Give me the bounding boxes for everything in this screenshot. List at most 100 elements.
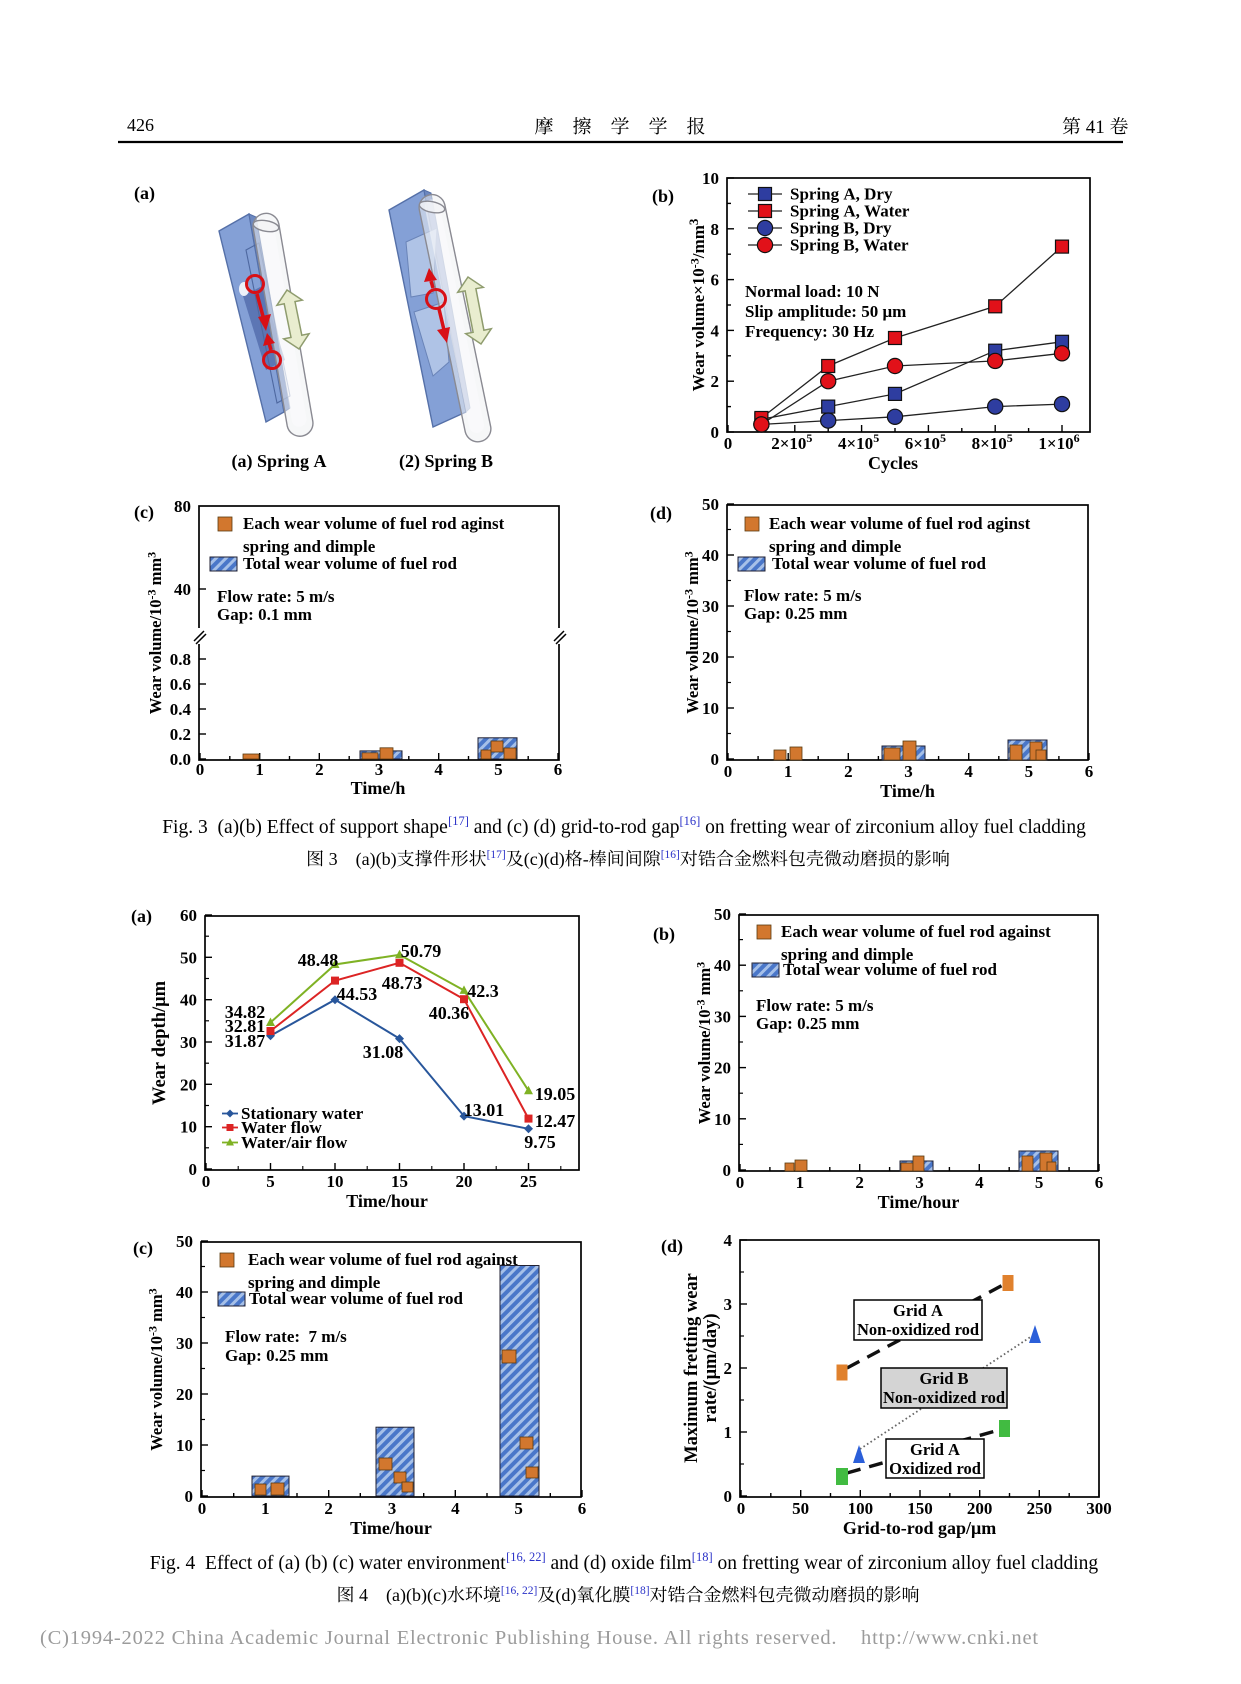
svg-text:Water/air flow: Water/air flow: [241, 1133, 348, 1152]
svg-text:0: 0: [723, 1161, 732, 1180]
svg-text:(d): (d): [555, 1585, 576, 1606]
svg-text:300: 300: [1086, 1499, 1112, 1518]
svg-text:250: 250: [1027, 1499, 1053, 1518]
svg-text:1: 1: [261, 1499, 270, 1518]
svg-text:Gap: 0.25 mm: Gap: 0.25 mm: [744, 604, 847, 623]
svg-text:6: 6: [554, 760, 563, 779]
svg-text:4: 4: [975, 1173, 984, 1192]
svg-text:6: 6: [711, 271, 720, 290]
svg-text:13.01: 13.01: [464, 1100, 505, 1120]
svg-text:10: 10: [180, 1118, 197, 1137]
svg-text:426: 426: [127, 115, 154, 135]
svg-text:30: 30: [702, 597, 719, 616]
svg-text:Fig. 3 (a)(b) Effect of suppo: Fig. 3 (a)(b) Effect of support shape: [162, 817, 448, 838]
svg-text:2: 2: [315, 760, 324, 779]
svg-text:200: 200: [967, 1499, 993, 1518]
svg-text:Spring B, Water: Spring B, Water: [790, 236, 909, 255]
svg-text:Grid A: Grid A: [910, 1440, 960, 1459]
svg-text:Each wear volume of fuel rod a: Each wear volume of fuel rod aginst: [243, 514, 505, 533]
svg-text:Flow rate: 5 m/s: Flow rate: 5 m/s: [217, 587, 335, 606]
svg-text:32.81: 32.81: [225, 1016, 266, 1036]
svg-text:20: 20: [714, 1059, 731, 1078]
svg-text:3: 3: [375, 760, 384, 779]
svg-text:5: 5: [494, 760, 503, 779]
svg-text:1: 1: [255, 760, 264, 779]
svg-text:4 (a)(b)(c): 4 (a)(b)(c): [355, 1585, 447, 1606]
svg-text:4: 4: [451, 1499, 460, 1518]
svg-text:spring and dimple: spring and dimple: [781, 945, 914, 964]
svg-text:Total wear volume of fuel rod: Total wear volume of fuel rod: [772, 554, 986, 573]
svg-text:31.87: 31.87: [225, 1031, 266, 1051]
svg-text:31.08: 31.08: [363, 1042, 404, 1062]
svg-text:(C)1994-2022 China Academic Jo: (C)1994-2022 China Academic Journal Elec…: [40, 1627, 1039, 1649]
svg-text:[16, 22]: [16, 22]: [506, 1550, 546, 1564]
svg-text:[16]: [16]: [661, 849, 680, 861]
svg-text:(a): (a): [131, 906, 152, 927]
svg-text:2: 2: [324, 1499, 333, 1518]
svg-text:6: 6: [1085, 762, 1094, 781]
svg-text:and (c) (d) grid-to-rod gap: and (c) (d) grid-to-rod gap: [469, 817, 680, 838]
svg-text:9.75: 9.75: [524, 1132, 556, 1152]
svg-text:0: 0: [711, 423, 720, 442]
svg-text:4: 4: [434, 760, 443, 779]
svg-text:0.6: 0.6: [170, 675, 191, 694]
svg-text:Total wear volume of fuel rod: Total wear volume of fuel rod: [783, 960, 997, 979]
svg-text:10: 10: [176, 1436, 193, 1455]
svg-text:Gap: 0.25 mm: Gap: 0.25 mm: [756, 1014, 859, 1033]
svg-text:19.05: 19.05: [535, 1084, 576, 1104]
svg-text:(b): (b): [653, 924, 675, 945]
svg-text:6×105: 6×105: [905, 431, 946, 453]
svg-text:on fretting wear of zirconium: on fretting wear of zirconium alloy fuel…: [700, 817, 1086, 838]
svg-text:10: 10: [702, 169, 719, 188]
svg-text:20: 20: [456, 1172, 473, 1191]
svg-text:42.3: 42.3: [467, 981, 499, 1001]
svg-text:Time/hour: Time/hour: [350, 1518, 432, 1538]
svg-text:80: 80: [174, 497, 191, 516]
svg-text:and (d) oxide film: and (d) oxide film: [546, 1553, 692, 1574]
svg-text:0: 0: [724, 762, 733, 781]
svg-text:10: 10: [327, 1172, 344, 1191]
svg-text:[17]: [17]: [448, 814, 469, 828]
svg-text:50: 50: [176, 1232, 193, 1251]
svg-text:40: 40: [176, 1283, 193, 1302]
svg-text:Non-oxidized rod: Non-oxidized rod: [883, 1388, 1005, 1407]
svg-text:1: 1: [784, 762, 793, 781]
svg-text:4×105: 4×105: [838, 431, 879, 453]
svg-text:Non-oxidized rod: Non-oxidized rod: [857, 1320, 979, 1339]
svg-text:5: 5: [266, 1172, 275, 1191]
svg-text:Time/hour: Time/hour: [878, 1192, 960, 1212]
svg-text:4: 4: [711, 321, 720, 340]
svg-text:Time/h: Time/h: [880, 781, 935, 801]
svg-text:Total wear volume of fuel rod: Total wear volume of fuel rod: [243, 554, 457, 573]
svg-text:0: 0: [185, 1487, 194, 1506]
svg-text:0: 0: [724, 434, 733, 453]
svg-text:12.47: 12.47: [535, 1111, 576, 1131]
svg-text:50: 50: [180, 948, 197, 967]
svg-text:0: 0: [711, 750, 720, 769]
svg-text:[18]: [18]: [692, 1550, 713, 1564]
svg-text:(c): (c): [133, 1238, 153, 1259]
svg-text:2: 2: [855, 1173, 864, 1192]
svg-text:spring and dimple: spring and dimple: [769, 537, 902, 556]
svg-text:40: 40: [702, 546, 719, 565]
svg-text:(b): (b): [652, 186, 674, 207]
svg-text:3: 3: [904, 762, 913, 781]
svg-text:Normal load: 10 N: Normal load: 10 N: [745, 282, 880, 301]
svg-text:[17]: [17]: [487, 849, 506, 861]
svg-text:100: 100: [848, 1499, 874, 1518]
svg-text:8×105: 8×105: [972, 431, 1013, 453]
svg-text:Slip amplitude: 50 μm: Slip amplitude: 50 μm: [745, 302, 906, 321]
svg-text:2: 2: [724, 1359, 733, 1378]
svg-text:30: 30: [180, 1033, 197, 1052]
svg-text:(c): (c): [134, 502, 154, 523]
svg-text:(a): (a): [134, 183, 155, 204]
svg-text:Water flow: Water flow: [241, 1118, 322, 1137]
svg-text:(a) Spring A: (a) Spring A: [231, 451, 326, 472]
svg-text:1×106: 1×106: [1038, 431, 1079, 453]
svg-text:0: 0: [724, 1487, 733, 1506]
svg-text:0: 0: [202, 1172, 211, 1191]
svg-text:Grid A: Grid A: [893, 1301, 943, 1320]
svg-text:3: 3: [724, 1295, 733, 1314]
svg-text:spring and dimple: spring and dimple: [248, 1273, 381, 1292]
svg-text:2: 2: [711, 372, 720, 391]
